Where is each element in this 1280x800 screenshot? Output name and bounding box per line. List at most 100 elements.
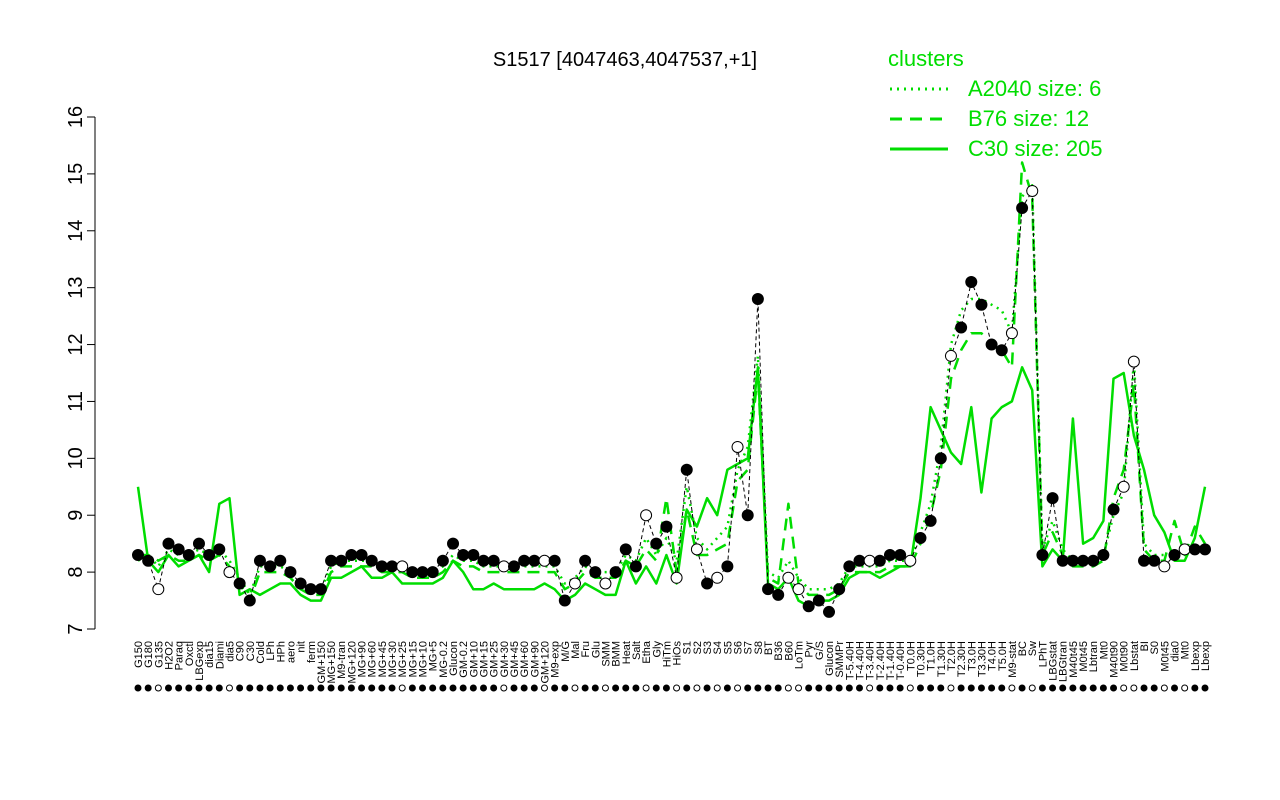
data-point [924,514,937,527]
x-tick-label: Glucon [824,641,836,676]
rug-dot [1099,684,1107,692]
data-point [375,560,388,573]
data-point-hollow [670,571,683,584]
rug-dot [906,684,914,692]
data-point [1087,554,1100,567]
x-tick-label: S4 [712,641,724,654]
rug-dot [276,684,284,692]
data-point [772,588,785,601]
x-tick-label: BT [763,641,775,655]
rug-dot [652,684,660,692]
rug-dot [236,684,244,692]
data-point-hollow [1117,480,1130,493]
x-tick-label: nit [296,641,308,653]
data-point [1077,554,1090,567]
x-tick-label: Sw [1027,641,1039,656]
rug-dot [1059,684,1067,692]
rug-dot [1130,684,1138,692]
rug-dot [266,684,274,692]
data-point [833,583,846,596]
x-tick-label: GM+25 [489,641,501,677]
rug-dot [855,684,863,692]
data-point [1016,202,1029,215]
data-point [751,293,764,306]
points-layer [132,184,1211,618]
data-point [609,566,622,579]
rug-dot [195,684,203,692]
rug-dot [1110,684,1118,692]
rug-dot [916,684,924,692]
data-point [579,554,592,567]
rug-dot [1079,684,1087,692]
data-point [619,543,632,556]
x-tick-label: G150 [133,641,145,668]
x-tick-label: GM+90 [529,641,541,677]
x-tick-label: MG+10 [418,641,430,677]
x-tick-label: MG+90 [357,641,369,677]
data-point-hollow [792,583,805,596]
rug-dot [754,684,762,692]
x-tick-label: Salt [631,641,643,660]
data-point [142,554,155,567]
x-tick-label: Mt0 [1098,641,1110,659]
data-point [823,605,836,618]
data-point [294,577,307,590]
rug-dot [154,684,162,692]
data-point [629,560,642,573]
rug-dot [795,684,803,692]
data-point [386,560,399,573]
rug-dot [876,684,884,692]
x-tick-label: BMM [611,641,623,667]
data-point [528,554,541,567]
x-tick-label: T-2.40H [875,641,887,680]
rug-dot [591,684,599,692]
rug-dot [683,684,691,692]
x-tick-label: S7 [743,641,755,654]
x-tick-label: T1.30H [936,641,948,677]
x-tick-label: M0t45 [1078,641,1090,672]
x-tick-label: T2.30H [956,641,968,677]
data-point [975,298,988,311]
data-point [680,463,693,476]
data-point [365,554,378,567]
rug-dot [164,684,172,692]
rug-dot [662,684,670,692]
data-point [304,583,317,596]
data-point [934,452,947,465]
rug-dot [1160,684,1168,692]
data-point-hollow [568,577,581,590]
data-point [965,275,978,288]
x-tick-label: LPhT [1037,641,1049,668]
x-tick-label: M9-stat [1007,641,1019,678]
data-point [955,321,968,334]
x-tick-label: S5 [722,641,734,654]
data-point [1056,554,1069,567]
data-point-hollow [1005,327,1018,340]
x-tick-label: T0.30H [915,641,927,677]
rug-dot [937,684,945,692]
rug-dot [480,684,488,692]
data-point [1107,503,1120,516]
x-tick-label: Cold [255,641,267,664]
x-tick-label: S6 [733,641,745,654]
rug-dot [784,684,792,692]
x-tick-label: T3.30H [976,641,988,677]
rug-dot [1069,684,1077,692]
data-point [487,554,500,567]
legend-label: A2040 size: 6 [968,76,1101,101]
y-tick-label: 10 [65,447,87,469]
rug-dot [337,684,345,692]
rug-dot [246,684,254,692]
x-tick-label: LoTm [794,641,806,669]
x-tick-label: T-1.40H [885,641,897,680]
x-tick-label: G180 [143,641,155,668]
x-tick-label: GM+60 [519,641,531,677]
rug-dot [1049,684,1057,692]
x-tick-label: Oxctl [184,641,196,666]
x-tick-label: GM+15 [479,641,491,677]
legend: clusters A2040 size: 6 B76 size: 12 C30 si… [888,46,1103,161]
data-point-hollow [782,571,795,584]
data-point [1097,549,1110,562]
rug-dot [215,684,223,692]
rug-dot [439,684,447,692]
